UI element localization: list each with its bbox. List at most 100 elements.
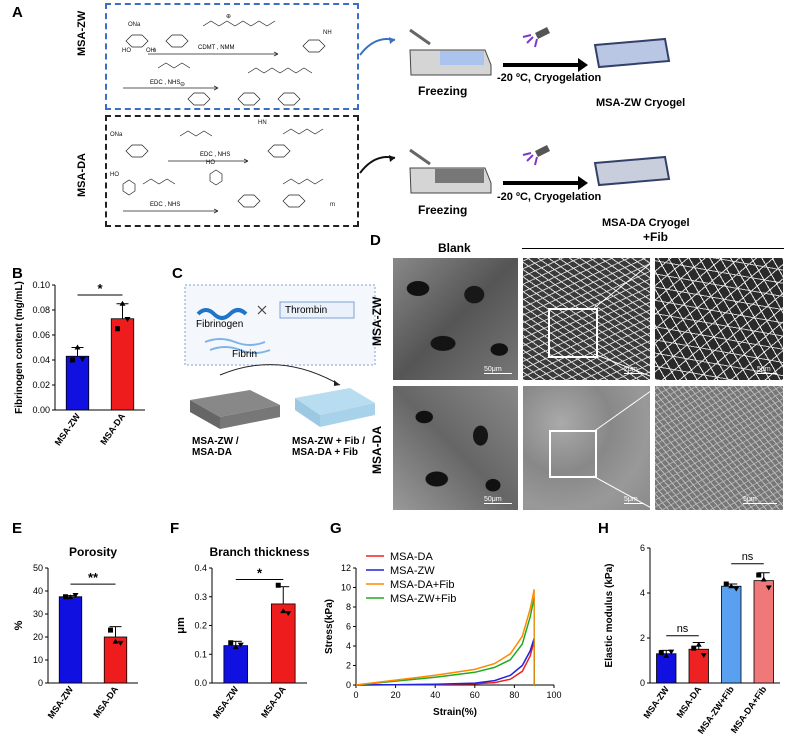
x-tick-label: 40: [430, 690, 440, 700]
chemical-structures: ONa HO OH NH ⊖ ⊕ ONa HN HO HO m n: [110, 14, 335, 214]
y-axis-label: Fibrinogen content (mg/mL): [14, 281, 25, 414]
scale-bar-line: [624, 503, 644, 504]
scale-bar-line: [484, 503, 512, 504]
label-line: MSA-ZW + Fib /: [292, 436, 366, 447]
label-fibrin: Fibrin: [232, 349, 258, 360]
bar: [721, 585, 742, 684]
y-tick-label: 30: [33, 609, 43, 619]
y-tick-label: 0.2: [194, 621, 207, 631]
cryogelation-label-2: -20 ºC, Cryogelation: [497, 191, 602, 203]
data-point: [72, 593, 79, 599]
data-point: [658, 650, 664, 656]
significance-label: ns: [677, 623, 689, 635]
data-point: [695, 641, 702, 647]
scale-bar: 5μm: [624, 496, 644, 504]
data-point: [74, 344, 81, 350]
reagent-label: EDC , NHS: [150, 202, 181, 208]
panel-label-a: A: [12, 4, 23, 21]
reagent-label: CDMT , NMM: [198, 45, 235, 51]
chart-branch-thickness: Branch thickness 0.0 0.1 0.2 0.3 0.4 μm MSA-ZW M…: [175, 545, 310, 720]
sem-msa-da-fib-high: 5μm: [655, 386, 783, 510]
bar: [110, 318, 135, 411]
scale-bar-label: 5μm: [624, 496, 638, 503]
series-line: [355, 640, 535, 686]
bar: [65, 355, 90, 411]
y-tick-label: 0: [38, 678, 43, 688]
freezing-label-2: Freezing: [418, 203, 468, 217]
bar: [753, 580, 774, 684]
column-label-blank: Blank: [438, 241, 471, 255]
y-tick-label: 4: [346, 641, 351, 651]
reagent-label: EDC , NHS: [200, 152, 231, 158]
scale-bar-label: 5μm: [743, 496, 757, 503]
data-point: [70, 357, 75, 363]
y-tick-label: 6: [640, 543, 645, 553]
chart-title: Porosity: [69, 545, 117, 559]
scale-bar-label: 50μm: [484, 366, 502, 373]
y-axis-label: Elastic modulus (kPa): [604, 564, 615, 668]
y-tick-label: 2: [640, 633, 645, 643]
sem-msa-da-blank: 50μm: [393, 386, 518, 510]
svg-text:NH: NH: [323, 30, 332, 36]
scale-bar-label: 2μm: [624, 366, 638, 373]
label-thrombin: Thrombin: [285, 305, 328, 316]
svg-text:m: m: [330, 202, 335, 208]
product-label-msa-zw: MSA-ZW Cryogel: [596, 97, 686, 109]
bar: [103, 636, 128, 684]
y-axis-label: Stress(kPa): [324, 599, 335, 654]
significance-label: **: [88, 570, 99, 585]
scale-bar-line: [484, 373, 512, 374]
label-blank-gel: MSA-ZW / MSA-DA: [192, 436, 239, 458]
legend-label: MSA-DA: [390, 551, 433, 563]
data-point: [765, 585, 772, 591]
label-line: MSA-DA + Fib: [292, 447, 359, 458]
y-tick-label: 20: [33, 632, 43, 642]
chart-porosity: Porosity 0 10 20 30 40 50% MSA-ZW MSA-DA **: [13, 545, 138, 720]
y-tick-label: 12: [341, 563, 351, 573]
label-fibrinogen: Fibrinogen: [196, 319, 244, 330]
sem-msa-zw-fib-low: 2μm: [523, 258, 650, 380]
row-label-msa-zw: MSA-ZW: [370, 296, 384, 346]
scale-bar-label: 50μm: [484, 496, 502, 503]
data-point: [691, 645, 697, 651]
y-tick-label: 0.4: [194, 563, 207, 573]
svg-text:OH: OH: [146, 48, 155, 54]
y-tick-label: 0.1: [194, 649, 207, 659]
legend-label: MSA-ZW+Fib: [390, 593, 456, 605]
data-point: [108, 627, 113, 633]
cryogelation-label-1: -20 ºC, Cryogelation: [497, 72, 602, 84]
significance-label: ns: [742, 551, 754, 563]
panel-label-h: H: [598, 520, 609, 537]
x-tick-label: MSA-DA: [675, 684, 704, 720]
scale-bar: 5μm: [757, 366, 777, 374]
chart-stress-strain: 0 2 4 6 8 10 12 0 20 40 60 80 100 Strain(%) Stress(kPa…: [324, 551, 562, 718]
svg-text:HO: HO: [110, 172, 119, 178]
y-axis-label: %: [13, 620, 25, 630]
row-label-msa-da: MSA-DA: [370, 426, 384, 474]
scale-bar-line: [624, 373, 644, 374]
chart-fibrinogen-content: 0.00 0.02 0.04 0.06 0.08 0.10 Fibrinogen conte…: [14, 280, 145, 447]
svg-text:ONa: ONa: [110, 132, 123, 138]
svg-text:HO: HO: [122, 48, 131, 54]
bar: [270, 603, 296, 684]
y-tick-label: 50: [33, 563, 43, 573]
data-point: [124, 317, 131, 322]
column-label-fib: +Fib: [643, 230, 669, 244]
data-point: [668, 649, 675, 655]
reagent-label: EDC , NHS: [150, 80, 181, 86]
x-axis-label: Strain(%): [433, 707, 477, 718]
data-point: [760, 576, 767, 582]
data-point: [232, 644, 239, 650]
bar: [58, 596, 83, 684]
x-tick-label: MSA-DA: [91, 684, 120, 720]
y-tick-label: 0.02: [32, 380, 50, 390]
series-line: [355, 589, 535, 686]
data-point: [112, 638, 119, 644]
chart-title: Branch thickness: [209, 545, 309, 559]
legend-label: MSA-ZW: [390, 565, 435, 577]
bar: [656, 653, 677, 684]
x-tick-label: MSA-ZW: [641, 684, 671, 720]
panel-label-g: G: [330, 520, 342, 537]
x-tick-label: MSA-ZW: [53, 411, 83, 447]
bar: [223, 645, 249, 684]
